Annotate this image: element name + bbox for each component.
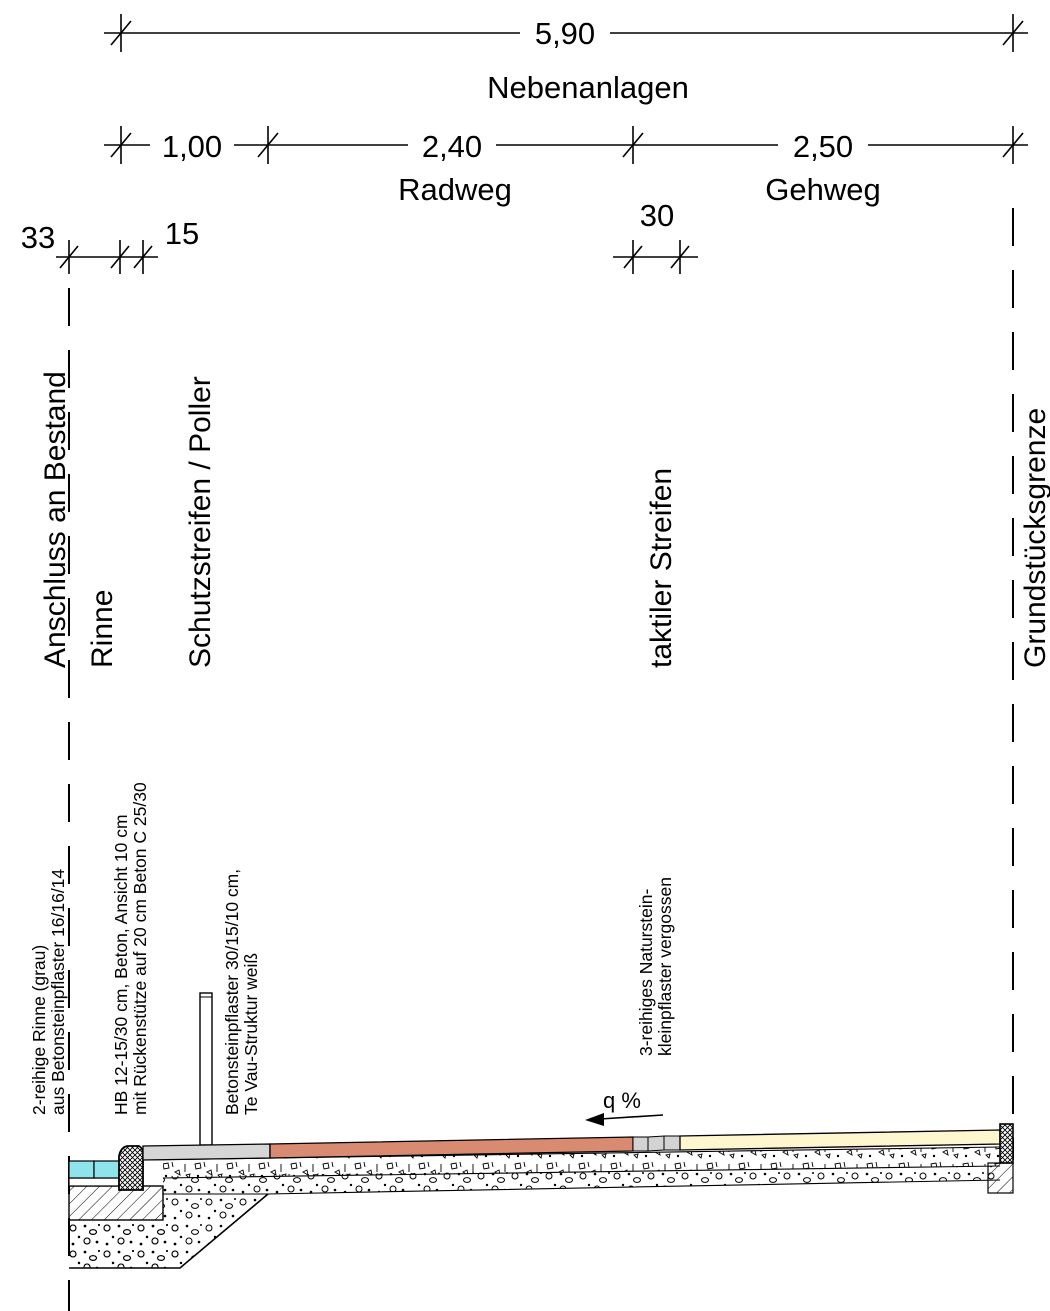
- sidewalk-dimension: 2,50: [793, 129, 853, 164]
- paving-note-2: Te Vau-Struktur weiß: [241, 953, 261, 1115]
- edge-stone: [999, 1123, 1014, 1164]
- sidewalk-label: Gehweg: [765, 172, 880, 207]
- total-dimension: 5,90: [104, 14, 1028, 52]
- bike-path-label: Radweg: [398, 172, 512, 207]
- connection-label: Anschluss an Bestand: [39, 371, 72, 668]
- edge-stone-foundation: [987, 1162, 1014, 1194]
- gutter-base: [68, 1185, 164, 1221]
- sidewalk-surface: [679, 1129, 1001, 1151]
- bedding-layer: [143, 1147, 1000, 1178]
- tactile-label: taktiler Streifen: [645, 468, 678, 668]
- tactile-width-dimension: 30: [640, 198, 674, 233]
- base-course: [163, 1166, 1000, 1194]
- gutter-curb-dimensions: 33 15: [21, 216, 199, 274]
- tactile-note-1: 3-reihiges Naturstein-: [636, 889, 656, 1056]
- tactile-dimension: 30: [613, 198, 698, 274]
- total-dimension-label: 5,90: [535, 16, 595, 51]
- gutter-label: Rinne: [86, 590, 119, 668]
- sub-dimensions: 1,00 2,40 2,50: [104, 126, 1028, 164]
- protection-strip-surface: [142, 1143, 271, 1161]
- slope-foundation: [69, 1194, 268, 1268]
- curb-width-dimension: 15: [165, 216, 199, 251]
- protection-strip-dimension: 1,00: [162, 129, 222, 164]
- curb: [118, 1145, 144, 1191]
- protection-label: Schutzstreifen / Poller: [184, 376, 217, 668]
- gutter-stones: [68, 1160, 120, 1179]
- bollard: [199, 992, 213, 1146]
- paving-note-1: Betonsteinpflaster 30/15/10 cm,: [222, 869, 242, 1115]
- section-label: Nebenanlagen: [487, 70, 689, 105]
- slope-label: q %: [603, 1088, 641, 1113]
- gutter-bedding: [68, 1177, 120, 1187]
- gutter-note-1: 2-reihige Rinne (grau): [29, 945, 49, 1115]
- slope-indicator: q %: [585, 1088, 664, 1126]
- curb-note-1: HB 12-15/30 cm, Beton, Ansicht 10 cm: [111, 814, 131, 1115]
- tactile-note-2: kleinpflaster vergossen: [655, 877, 675, 1056]
- curb-note-2: mit Rückenstütze auf 20 cm Beton C 25/30: [130, 782, 150, 1115]
- bike-path-dimension: 2,40: [422, 129, 482, 164]
- gutter-note-2: aus Betonsteinpflaster 16/16/14: [48, 869, 68, 1115]
- tactile-strip-surface: [632, 1135, 681, 1152]
- gutter-width-dimension: 33: [21, 220, 55, 255]
- boundary-label: Grundstücksgrenze: [1019, 408, 1050, 668]
